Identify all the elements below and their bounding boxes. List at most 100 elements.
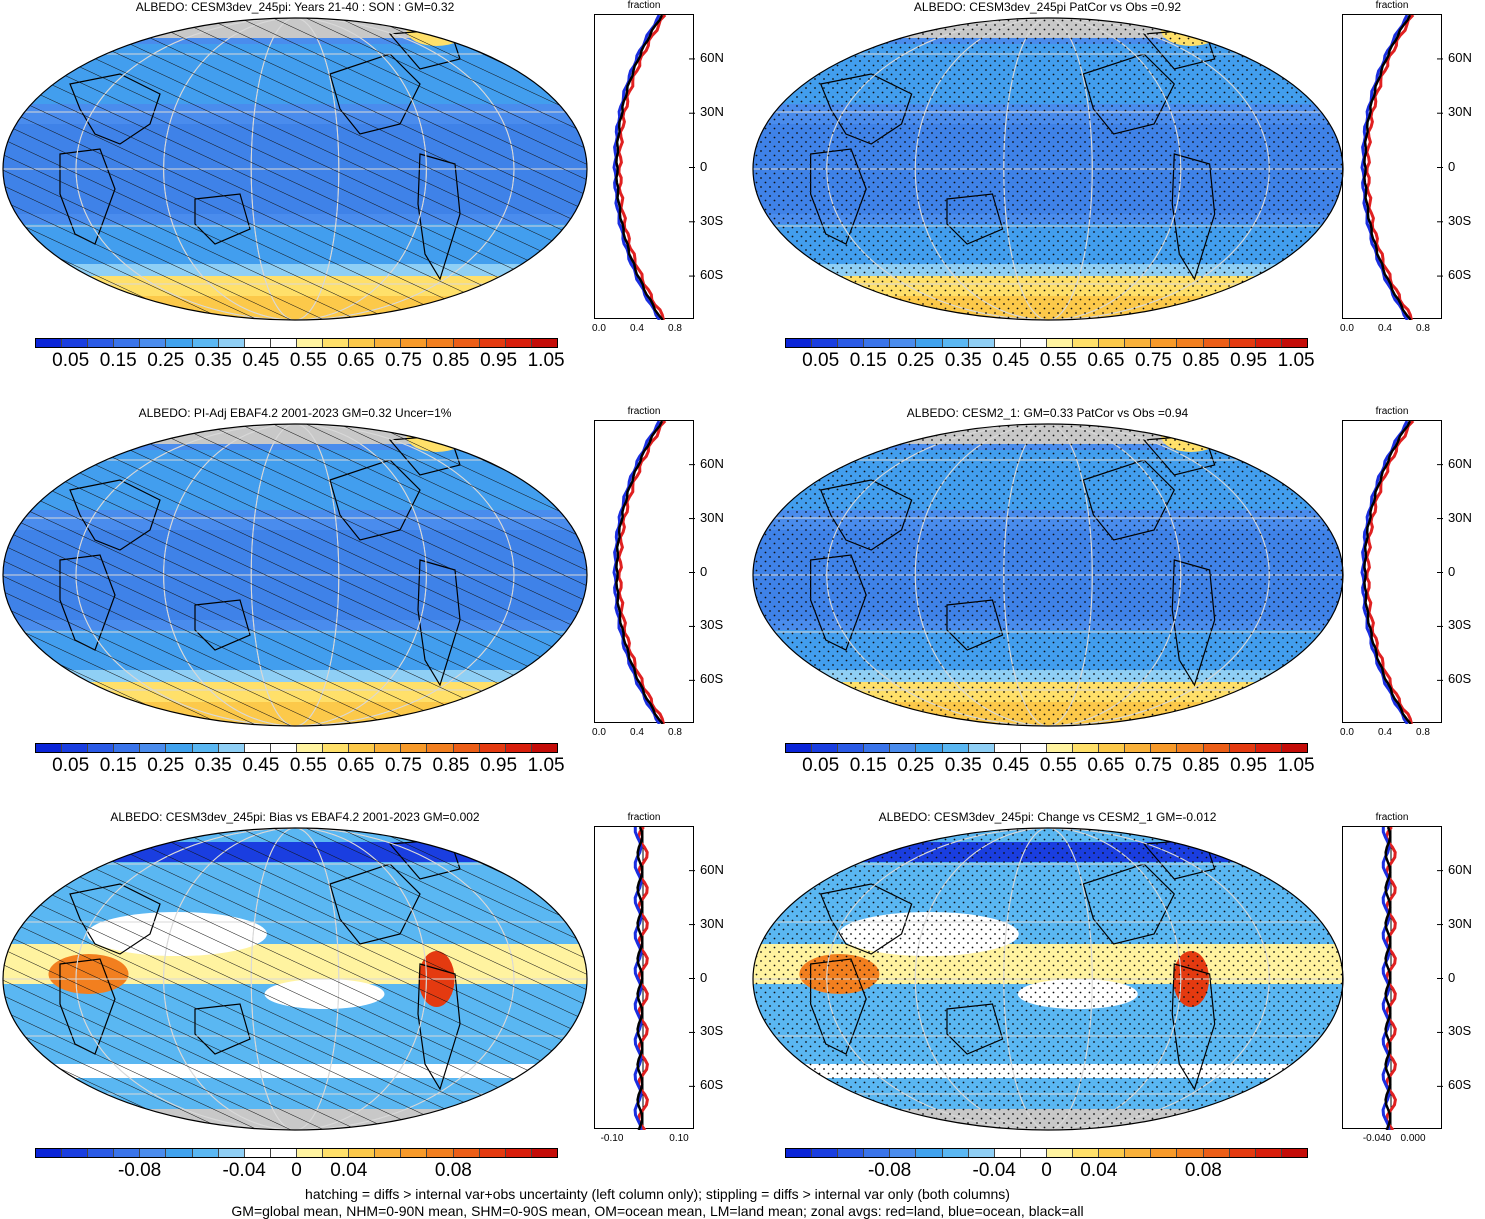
colorbar-tick-label: 0.65: [1087, 755, 1125, 776]
colorbar-swatch: [270, 1149, 297, 1157]
colorbar-tick-label: 0.35: [944, 350, 982, 371]
colorbar-swatch: [114, 1149, 141, 1157]
colorbar-swatch: [916, 339, 943, 347]
colorbar-swatch: [36, 1149, 63, 1157]
colorbar-swatch: [1125, 744, 1152, 752]
zonal-lat-label: 60N: [700, 455, 724, 471]
colorbar-swatch: [786, 744, 813, 752]
colorbar-tick-label: 0.55: [1039, 350, 1077, 371]
colorbar-swatch: [968, 339, 995, 347]
colorbar-tick-label: 0.45: [992, 350, 1030, 371]
colorbar-swatch: [270, 339, 297, 347]
colorbar-swatch: [296, 744, 324, 752]
zonal-mean-box: [594, 420, 695, 724]
colorbar-swatch: [1020, 339, 1047, 347]
colorbar-swatch: [1281, 744, 1307, 752]
colorbar-swatch: [994, 744, 1021, 752]
zonal-x-label: 0.8: [1416, 727, 1430, 738]
colorbar-swatch: [531, 339, 557, 347]
panel-title: ALBEDO: CESM2_1: GM=0.33 PatCor vs Obs =…: [906, 406, 1189, 420]
footer-note-definitions: GM=global mean, NHM=0-90N mean, SHM=0-90…: [231, 1203, 1084, 1219]
colorbar-swatch: [1177, 744, 1204, 752]
colorbar-swatch: [942, 1149, 969, 1157]
zonal-lat-label: 0: [1448, 158, 1456, 174]
zonal-lat-label: 30S: [1448, 1023, 1472, 1039]
zonal-lat-label: 60N: [700, 861, 724, 877]
colorbar-swatch: [968, 1149, 995, 1157]
colorbar-tick-label: 0.95: [1230, 755, 1268, 776]
colorbar-tick-label: 0.05: [52, 350, 90, 371]
colorbar-swatch: [401, 1149, 428, 1157]
colorbar-swatch: [114, 339, 141, 347]
zonal-lat-label: 0: [1448, 969, 1456, 985]
colorbar-swatch: [505, 744, 532, 752]
zonal-x-label: 0.10: [669, 1133, 689, 1144]
colorbar-tick-label: 0.65: [337, 755, 375, 776]
colorbar-swatch: [427, 744, 454, 752]
colorbar-swatch: [1020, 744, 1047, 752]
colorbar-swatch: [1281, 339, 1307, 347]
zonal-mean-lines: [1360, 15, 1443, 320]
colorbar-swatch: [62, 744, 89, 752]
colorbar-swatch: [1046, 1149, 1074, 1157]
colorbar-swatch: [140, 744, 167, 752]
zonal-mean-lines: [633, 827, 695, 1130]
colorbar-swatch: [166, 744, 193, 752]
colorbar-swatch: [1229, 339, 1256, 347]
colorbar-swatch: [62, 1149, 89, 1157]
zonal-lat-label: 60S: [700, 671, 724, 687]
colorbar-tick-label: 0.05: [802, 755, 840, 776]
colorbar-tick-label: 0.05: [52, 755, 90, 776]
zonal-lat-label: 60N: [700, 49, 724, 65]
colorbar-swatch: [88, 1149, 115, 1157]
colorbar-tick-label: 0.75: [384, 755, 422, 776]
colorbar-swatch: [1073, 1149, 1100, 1157]
colorbar-swatch: [296, 339, 324, 347]
albedo-map-cesm2: [752, 423, 1344, 727]
colorbar-tick-label: 0.95: [480, 755, 518, 776]
colorbar-swatch: [1151, 339, 1178, 347]
colorbar-swatch: [890, 339, 917, 347]
colorbar-swatch: [401, 339, 428, 347]
colorbar-swatch: [1151, 1149, 1178, 1157]
zonal-lat-label: 30S: [700, 1023, 724, 1039]
colorbar-swatch: [942, 744, 969, 752]
colorbar-swatch: [114, 744, 141, 752]
zonal-mean-box: [1342, 826, 1443, 1130]
zonal-title: fraction: [627, 0, 661, 11]
colorbar-swatch: [1255, 339, 1282, 347]
zonal-lat-label: 30N: [700, 104, 724, 120]
colorbar-swatch: [192, 1149, 219, 1157]
colorbar-swatch: [218, 744, 245, 752]
colorbar-swatch: [531, 1149, 557, 1157]
colorbar-tick-label: -0.04: [972, 1160, 1016, 1181]
zonal-lat-label: 0: [700, 563, 708, 579]
colorbar-swatch: [1281, 1149, 1307, 1157]
colorbar-tick-label: 0.95: [480, 350, 518, 371]
colorbar-swatch: [505, 339, 532, 347]
zonal-lat-label: 30S: [1448, 212, 1472, 228]
colorbar-swatch: [62, 339, 89, 347]
zonal-x-label: 0.8: [1416, 323, 1430, 334]
colorbar-swatch: [349, 1149, 376, 1157]
colorbar-swatch: [890, 744, 917, 752]
colorbar-swatch: [890, 1149, 917, 1157]
colorbar-tick-label: 0.25: [147, 350, 185, 371]
colorbar-tick-label: 0.55: [1039, 755, 1077, 776]
albedo-map-cesm3dev: [2, 17, 588, 321]
colorbar-swatch: [375, 339, 402, 347]
zonal-title: fraction: [1375, 406, 1409, 417]
colorbar-swatch: [192, 339, 219, 347]
colorbar-tick-label: 0.04: [330, 1160, 368, 1181]
zonal-lat-label: 30N: [700, 509, 724, 525]
colorbar-tick-label: 0.45: [992, 755, 1030, 776]
zonal-x-label: 0.000: [1400, 1133, 1426, 1144]
zonal-title: fraction: [1375, 0, 1409, 11]
zonal-mean-box: [1342, 420, 1443, 724]
zonal-x-label: 0.0: [1340, 727, 1354, 738]
colorbar-swatch: [244, 1149, 271, 1157]
colorbar-swatch: [1125, 1149, 1152, 1157]
colorbar-tick-label: 0.55: [289, 755, 327, 776]
colorbar-swatch: [323, 339, 350, 347]
zonal-x-label: 0.0: [1340, 323, 1354, 334]
